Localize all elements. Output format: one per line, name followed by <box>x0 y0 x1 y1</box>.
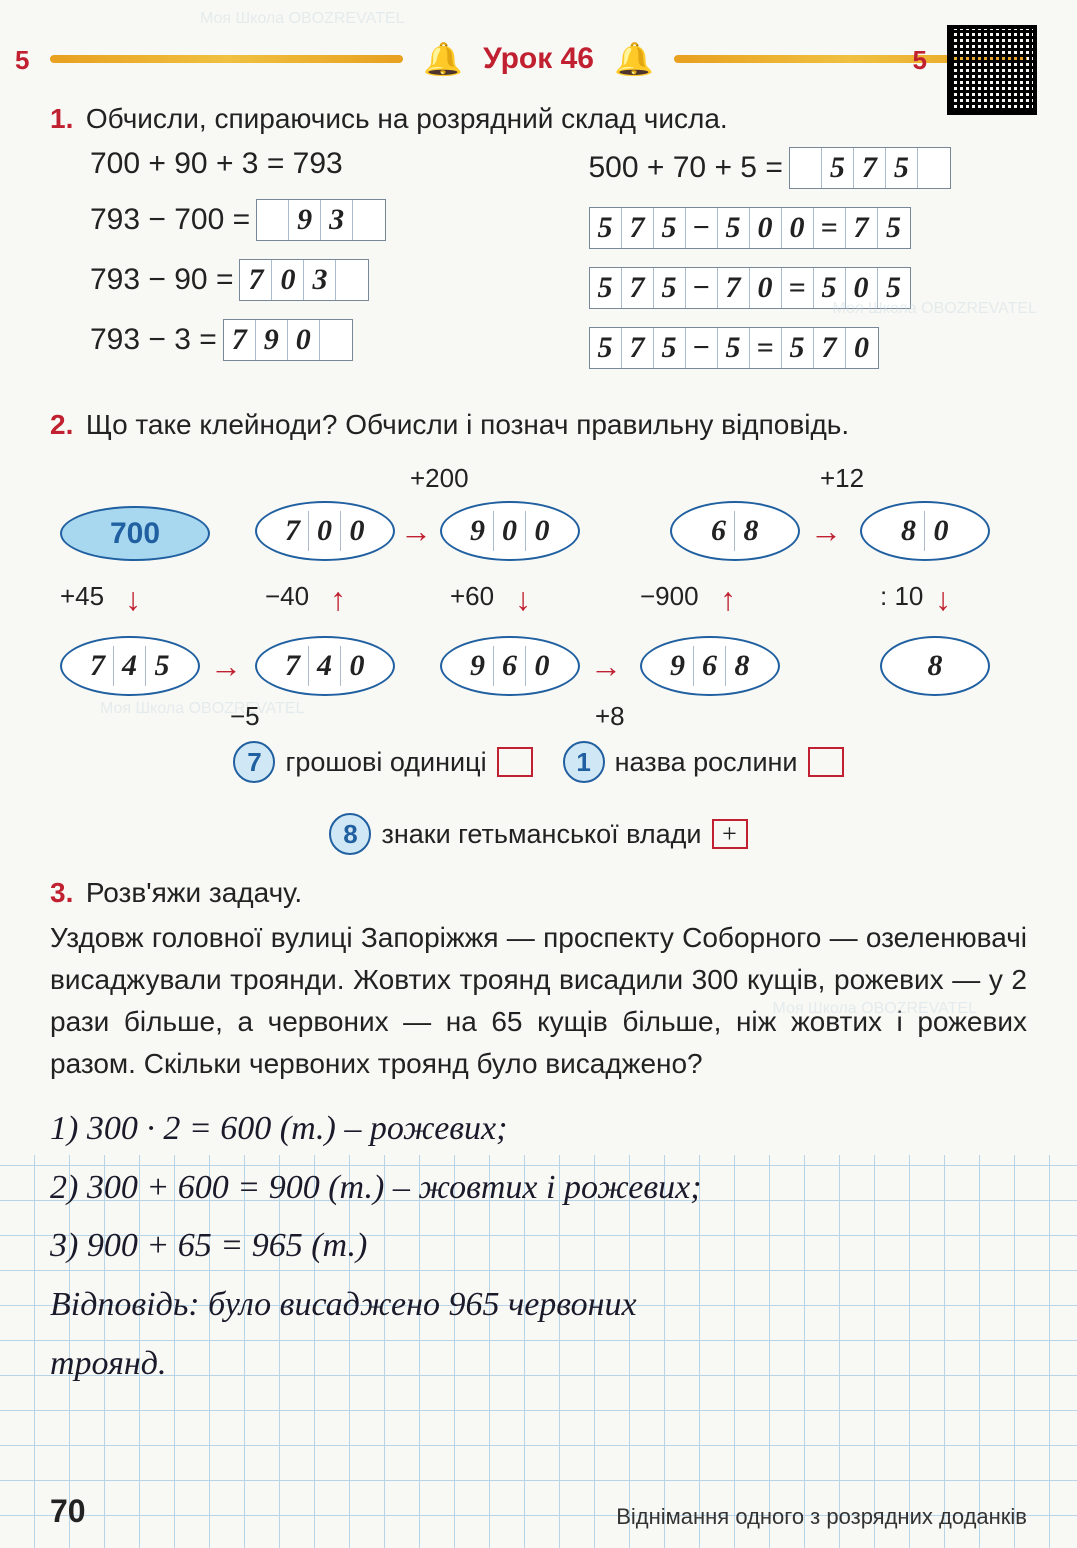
task-1: 1. Обчисли, спираючись на розрядний скла… <box>50 103 1027 387</box>
lesson-header: 5 🔔 Урок 46 🔔 5 <box>50 40 1027 78</box>
op-label: : 10 <box>880 581 923 612</box>
task-3: 3. Розв'яжи задачу. Уздовж головної вули… <box>50 877 1027 1390</box>
equation-row: 700 + 90 + 3 = 793 <box>90 147 529 181</box>
choice-checkbox[interactable]: + <box>712 819 748 849</box>
task1-right-col: 500 + 70 + 5 = 575 575−500=75 575−70=505… <box>589 147 1028 387</box>
answer-box[interactable]: 93 <box>256 199 386 241</box>
flow-node-start: 700 <box>60 506 210 561</box>
bell-icon: 🔔 <box>614 40 654 78</box>
lesson-title: Урок 46 <box>483 42 594 76</box>
flow-node: 68 <box>670 501 800 561</box>
equation-row: 500 + 70 + 5 = 575 <box>589 147 1028 189</box>
watermark: Моя Школа OBOZREVATEL <box>200 10 404 28</box>
arrow-icon: → <box>590 648 622 685</box>
work-line: Відповідь: було висаджено 965 червоних <box>50 1279 1027 1332</box>
equation-row: 575−5=570 <box>589 327 1028 369</box>
equation-row: 793 − 90 = 703 <box>90 259 529 301</box>
flow-node: 740 <box>255 636 395 696</box>
op-label: −5 <box>230 701 260 732</box>
bell-icon: 🔔 <box>423 40 463 78</box>
work-line: 3) 900 + 65 = 965 (т.) <box>50 1220 1027 1273</box>
problem-text: Уздовж головної вулиці Запоріжжя — просп… <box>50 917 1027 1085</box>
choice-label: назва рослини <box>615 747 798 778</box>
op-label: +8 <box>595 701 625 732</box>
equation-expr: 793 − 3 = <box>90 323 217 357</box>
answer-choices: 7 грошові одиниці 1 назва рослини 8 знак… <box>50 741 1027 855</box>
arrow-icon: → <box>810 513 842 550</box>
arrow-icon: ↓ <box>125 581 141 618</box>
task-number: 1. <box>50 103 73 135</box>
answer-choice: 7 грошові одиниці <box>233 741 532 783</box>
arrow-icon: ↑ <box>330 581 346 618</box>
choice-label: грошові одиниці <box>285 747 486 778</box>
footer-caption: Віднімання одного з розрядних доданків <box>616 1504 1027 1530</box>
flow-node: 745 <box>60 636 200 696</box>
work-line: троянд. <box>50 1338 1027 1391</box>
equation-expr: 500 + 70 + 5 = <box>589 151 783 185</box>
qr-code[interactable] <box>947 25 1037 115</box>
answer-box[interactable]: 575 <box>789 147 951 189</box>
flow-node: 80 <box>860 501 990 561</box>
answer-box[interactable]: 790 <box>223 319 353 361</box>
answer-choice: 8 знаки гетьманської влади + <box>50 813 1027 855</box>
arrow-icon: ↑ <box>720 581 736 618</box>
flow-node: 960 <box>440 636 580 696</box>
task-number: 3. <box>50 877 73 909</box>
arrow-icon: → <box>400 513 432 550</box>
equation-expr: 793 − 700 = <box>90 203 250 237</box>
equation-expr: 700 + 90 + 3 = 793 <box>90 147 343 181</box>
equation-row: 575−500=75 <box>589 207 1028 249</box>
header-rule-left <box>50 55 403 63</box>
flow-diagram: 700 700 900 68 80 745 740 960 968 8 +200… <box>50 451 1027 721</box>
op-label: +45 <box>60 581 104 612</box>
equation-row: 575−70=505 <box>589 267 1028 309</box>
task-number: 2. <box>50 409 73 441</box>
op-label: +12 <box>820 463 864 494</box>
choice-checkbox[interactable] <box>497 747 533 777</box>
op-label: +60 <box>450 581 494 612</box>
page-footer: 70 Віднімання одного з розрядних доданкі… <box>50 1493 1027 1530</box>
choice-number: 1 <box>563 741 605 783</box>
page-number: 70 <box>50 1493 86 1530</box>
full-equation-box[interactable]: 575−500=75 <box>589 207 911 249</box>
choice-checkbox[interactable] <box>808 747 844 777</box>
equation-row: 793 − 3 = 790 <box>90 319 529 361</box>
task-title: Розв'яжи задачу. <box>86 877 302 908</box>
work-line: 1) 300 · 2 = 600 (т.) – рожевих; <box>50 1103 1027 1156</box>
full-equation-box[interactable]: 575−70=505 <box>589 267 911 309</box>
handwritten-work: 1) 300 · 2 = 600 (т.) – рожевих; 2) 300 … <box>50 1103 1027 1390</box>
equation-expr: 793 − 90 = <box>90 263 233 297</box>
flow-node: 8 <box>880 636 990 696</box>
equation-row: 793 − 700 = 93 <box>90 199 529 241</box>
task-2: 2. Що таке клейноди? Обчисли і познач пр… <box>50 409 1027 855</box>
flow-node: 968 <box>640 636 780 696</box>
work-line: 2) 300 + 600 = 900 (т.) – жовтих і рожев… <box>50 1162 1027 1215</box>
answer-box[interactable]: 703 <box>239 259 369 301</box>
op-label: +200 <box>410 463 469 494</box>
choice-number: 7 <box>233 741 275 783</box>
answer-choice: 1 назва рослини <box>563 741 844 783</box>
task1-left-col: 700 + 90 + 3 = 793 793 − 700 = 93 793 − … <box>90 147 529 387</box>
task-prompt: Що таке клейноди? Обчисли і познач прави… <box>86 409 849 440</box>
choice-number: 8 <box>329 813 371 855</box>
op-label: −40 <box>265 581 309 612</box>
full-equation-box[interactable]: 575−5=570 <box>589 327 879 369</box>
flow-node: 900 <box>440 501 580 561</box>
arrow-icon: ↓ <box>935 581 951 618</box>
arrow-icon: → <box>210 648 242 685</box>
page-tag-left: 5 <box>15 45 29 76</box>
choice-label: знаки гетьманської влади <box>381 819 701 850</box>
flow-node: 700 <box>255 501 395 561</box>
page-tag-right: 5 <box>913 45 927 76</box>
task-prompt: Обчисли, спираючись на розрядний склад ч… <box>86 103 728 134</box>
op-label: −900 <box>640 581 699 612</box>
arrow-icon: ↓ <box>515 581 531 618</box>
